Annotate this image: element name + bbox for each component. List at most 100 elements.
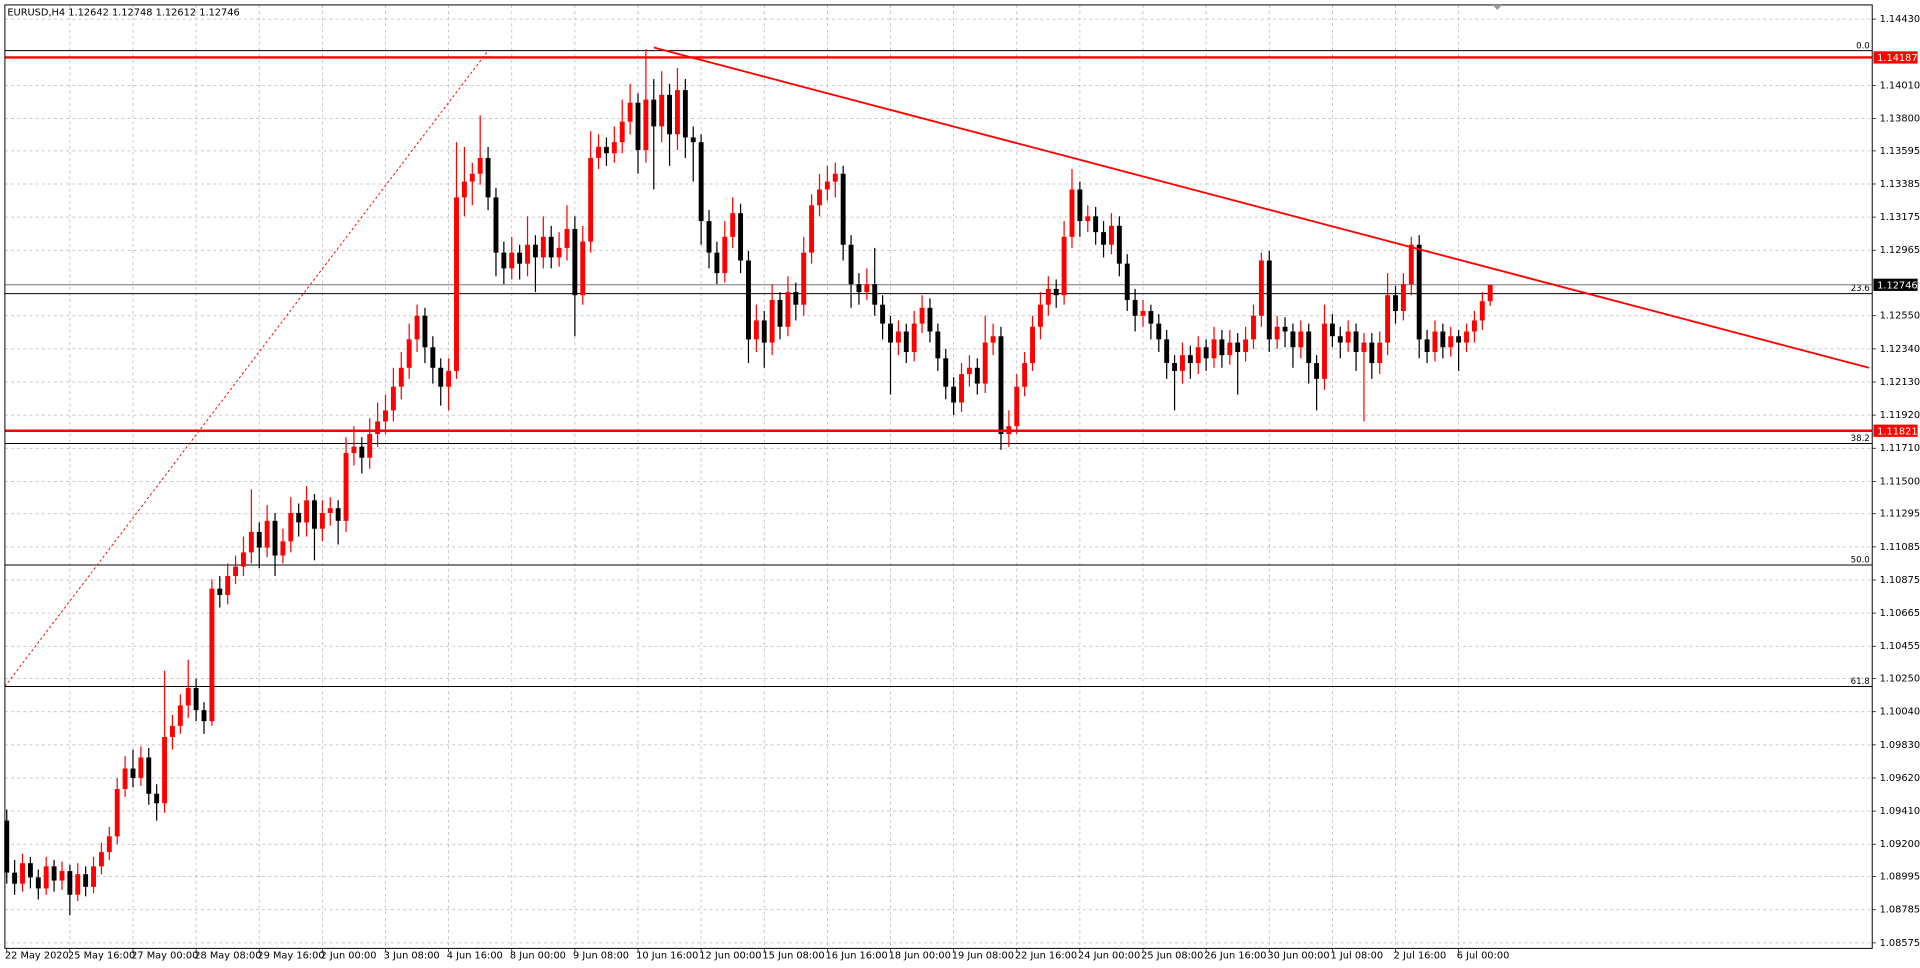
x-tick-label: 2 Jun 00:00 xyxy=(321,951,377,962)
fibo-label: 50.0 xyxy=(1851,556,1870,566)
candle-body xyxy=(154,793,160,804)
candle-body xyxy=(675,90,680,135)
price-label: 1.12746 xyxy=(1877,280,1918,291)
candle-body xyxy=(367,434,373,458)
x-tick-label: 1 Jul 08:00 xyxy=(1331,951,1384,962)
candle-body xyxy=(1314,363,1320,379)
candle-body xyxy=(651,99,657,127)
candle-body xyxy=(1132,299,1138,316)
candle-body xyxy=(1037,304,1043,327)
candle-body xyxy=(304,500,310,523)
candle-body xyxy=(430,347,436,368)
candle-body xyxy=(698,142,704,222)
candle-body xyxy=(201,710,207,722)
candle-body xyxy=(730,213,736,237)
candle-body xyxy=(1148,310,1154,324)
candle-body xyxy=(1424,339,1430,353)
candle-body xyxy=(1022,363,1028,387)
candle-body xyxy=(540,236,546,258)
candle-body xyxy=(1479,301,1485,321)
candle-body xyxy=(91,866,96,887)
price-label-box xyxy=(1873,424,1918,437)
candle-body xyxy=(1014,386,1020,427)
low: 1.12612 xyxy=(156,7,197,18)
y-tick-label: 1.10665 xyxy=(1880,608,1920,619)
candle-body xyxy=(556,247,562,258)
candle-body xyxy=(312,500,317,529)
x-tick-label: 25 Jun 08:00 xyxy=(1141,951,1203,962)
candle-body xyxy=(943,358,949,387)
candle-body xyxy=(1345,331,1351,343)
candle-body xyxy=(359,446,365,458)
plot-frame xyxy=(4,4,1873,949)
candle-body xyxy=(414,315,420,340)
candle-body xyxy=(193,688,199,711)
x-tick-label: 8 Jun 00:00 xyxy=(510,951,566,962)
candle-body xyxy=(832,173,838,182)
y-tick-label: 1.13385 xyxy=(1880,179,1920,190)
candle-body xyxy=(809,205,815,253)
candle-body xyxy=(209,588,215,722)
candle-body xyxy=(974,367,980,384)
candle-body xyxy=(169,725,175,737)
grid xyxy=(4,4,1873,949)
candle-body xyxy=(1140,310,1146,316)
x-tick-label: 22 Jun 16:00 xyxy=(1015,951,1077,962)
x-tick-label: 28 May 08:00 xyxy=(194,951,261,962)
candle-body xyxy=(288,512,294,542)
candle-body xyxy=(327,508,333,513)
candle-body xyxy=(903,331,909,353)
candle-body xyxy=(753,320,759,340)
candle-body xyxy=(572,228,578,296)
candle-body xyxy=(840,173,846,245)
candle-body xyxy=(856,284,862,293)
candle-body xyxy=(1053,288,1059,296)
candle-body xyxy=(1243,339,1249,353)
candle-body xyxy=(20,863,25,884)
candle-body xyxy=(517,252,523,264)
candle-body xyxy=(1361,342,1367,353)
candle-body xyxy=(35,877,41,889)
y-tick-label: 1.13800 xyxy=(1880,114,1920,125)
x-tick-label: 4 Jun 16:00 xyxy=(447,951,503,962)
candle-body xyxy=(746,260,751,340)
y-tick-label: 1.08575 xyxy=(1880,938,1920,949)
candle-body xyxy=(59,871,65,881)
candle-body xyxy=(27,863,33,878)
candle-body xyxy=(272,520,278,556)
axes: 1.14430 1.14010 1.13800 1.13595 1.13385 1.131… xyxy=(5,14,1920,962)
candle-body xyxy=(785,292,791,327)
candle-body xyxy=(966,367,972,375)
candle-body xyxy=(1124,263,1130,300)
candle-body xyxy=(390,386,396,411)
candle-body xyxy=(990,336,996,343)
symbol: EURUSD,H4 xyxy=(7,7,65,18)
candle-body xyxy=(1464,331,1469,343)
y-tick-label: 1.10040 xyxy=(1880,707,1920,718)
candle-body xyxy=(335,508,341,521)
candle-body xyxy=(911,323,917,353)
candle-body xyxy=(469,173,475,182)
candle-body xyxy=(233,566,239,577)
x-tick-label: 3 Jun 08:00 xyxy=(384,951,440,962)
candle-body xyxy=(714,252,720,274)
candle-body xyxy=(98,852,104,867)
candle-body xyxy=(872,284,878,305)
candle-body xyxy=(1251,315,1256,340)
candle-body xyxy=(43,866,49,889)
candle-body xyxy=(619,121,625,143)
candle-body xyxy=(1282,326,1288,332)
candle-body xyxy=(398,367,404,387)
candle-body xyxy=(454,197,459,371)
candle-body xyxy=(1432,331,1438,353)
candle-body xyxy=(177,705,183,726)
candle-body xyxy=(1030,326,1035,364)
candle-body xyxy=(280,541,286,556)
y-tick-label: 1.11500 xyxy=(1880,476,1920,487)
candle-body xyxy=(532,244,538,258)
candle-body xyxy=(1085,216,1091,222)
y-tick-label: 1.11085 xyxy=(1880,542,1920,553)
y-tick-label: 1.13175 xyxy=(1880,212,1920,223)
y-tick-label: 1.13595 xyxy=(1880,146,1920,157)
